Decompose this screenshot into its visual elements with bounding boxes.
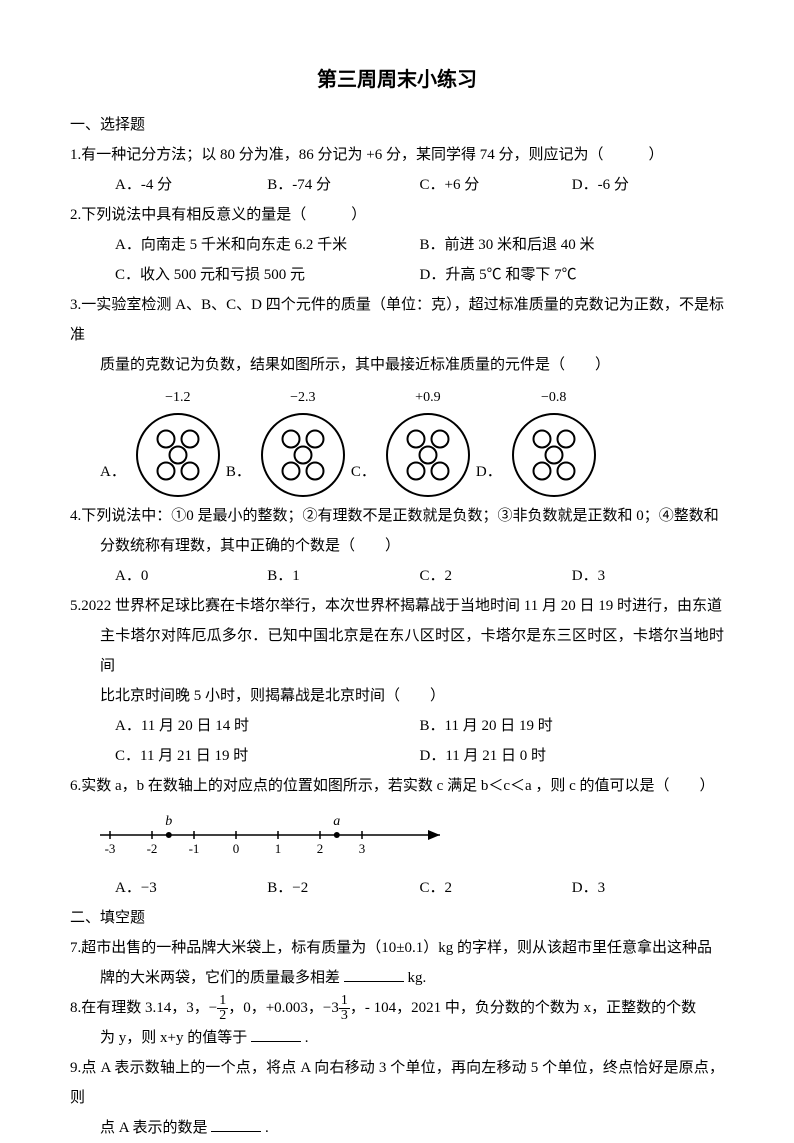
q5-opt-a: A．11 月 20 日 14 时 (115, 711, 420, 741)
q3-dice-b: −2.3 (261, 384, 345, 497)
section-1-heading: 一、选择题 (70, 110, 724, 140)
svg-text:-1: -1 (189, 841, 200, 856)
svg-text:-2: -2 (147, 841, 158, 856)
q3-line1: 3.一实验室检测 A、B、C、D 四个元件的质量（单位：克），超过标准质量的克数… (70, 290, 724, 350)
q2-options-row2: C．收入 500 元和亏损 500 元 D．升高 5℃ 和零下 7℃ (70, 260, 724, 290)
q1-text: 1.有一种记分方法；以 80 分为准，86 分记为 +6 分，某同学得 74 分… (70, 140, 724, 170)
q6-opt-a: A．−3 (115, 873, 267, 903)
q5-opt-b: B．11 月 20 日 19 时 (420, 711, 553, 741)
q8-line2: 为 y，则 x+y 的值等于 . (70, 1023, 724, 1053)
section-2-heading: 二、填空题 (70, 903, 724, 933)
q4-opt-c: C．2 (420, 561, 572, 591)
q1-opt-d: D．-6 分 (572, 170, 724, 200)
q7-blank (344, 965, 404, 983)
q9-blank (211, 1115, 261, 1133)
q6-options: A．−3 B．−2 C．2 D．3 (70, 873, 724, 903)
q5-opt-d: D．11 月 21 日 0 时 (420, 741, 547, 771)
q4-options: A．0 B．1 C．2 D．3 (70, 561, 724, 591)
q5-line3: 比北京时间晚 5 小时，则揭幕战是北京时间（ ） (70, 681, 724, 711)
q4-line2: 分数统称有理数，其中正确的个数是（ ） (70, 531, 724, 561)
svg-text:1: 1 (275, 841, 282, 856)
q5-options-row2: C．11 月 21 日 19 时 D．11 月 21 日 0 时 (70, 741, 724, 771)
q5-opt-c: C．11 月 21 日 19 时 (115, 741, 420, 771)
q6-opt-c: C．2 (420, 873, 572, 903)
q3-figure: A． −1.2 B． −2.3 C． +0.9 D． −0.8 (70, 384, 724, 497)
q1-opt-a: A．-4 分 (115, 170, 267, 200)
q8-blank (251, 1025, 301, 1043)
page-title: 第三周周末小练习 (70, 60, 724, 100)
q2-options-row1: A．向南走 5 千米和向东走 6.2 千米 B．前进 30 米和后退 40 米 (70, 230, 724, 260)
q2-opt-d: D．升高 5℃ 和零下 7℃ (420, 260, 577, 290)
q3-dice-a: −1.2 (136, 384, 220, 497)
q9-line1: 9.点 A 表示数轴上的一个点，将点 A 向右移动 3 个单位，再向左移动 5 … (70, 1053, 724, 1113)
q2-opt-c: C．收入 500 元和亏损 500 元 (115, 260, 420, 290)
q2-opt-b: B．前进 30 米和后退 40 米 (420, 230, 595, 260)
q6-text: 6.实数 a，b 在数轴上的对应点的位置如图所示，若实数 c 满足 b＜c＜a … (70, 771, 724, 801)
q7-line1: 7.超市出售的一种品牌大米袋上，标有质量为（10±0.1）kg 的字样，则从该超… (70, 933, 724, 963)
q4-line1: 4.下列说法中：①0 是最小的整数；②有理数不是正数就是负数；③非负数就是正数和… (70, 501, 724, 531)
q1-opt-b: B．-74 分 (267, 170, 419, 200)
q8-line1: 8.在有理数 3.14，3，−12，0，+0.003，−313，- 104，20… (70, 993, 724, 1023)
q4-opt-a: A．0 (115, 561, 267, 591)
q5-line2: 主卡塔尔对阵厄瓜多尔．已知中国北京是在东八区时区，卡塔尔是东三区时区，卡塔尔当地… (70, 621, 724, 681)
q6-opt-d: D．3 (572, 873, 724, 903)
svg-text:-3: -3 (105, 841, 116, 856)
q3-line2: 质量的克数记为负数，结果如图所示，其中最接近标准质量的元件是（ ） (70, 350, 724, 380)
q3-dice-c: +0.9 (386, 384, 470, 497)
q6-opt-b: B．−2 (267, 873, 419, 903)
svg-text:3: 3 (359, 841, 366, 856)
q3-dice-d: −0.8 (512, 384, 596, 497)
q3-opt-d-letter: D． (476, 457, 506, 487)
svg-text:0: 0 (233, 841, 240, 856)
q4-opt-d: D．3 (572, 561, 724, 591)
q3-opt-a-letter: A． (100, 457, 130, 487)
q2-opt-a: A．向南走 5 千米和向东走 6.2 千米 (115, 230, 420, 260)
q7-line2: 牌的大米两袋，它们的质量最多相差 kg. (70, 963, 724, 993)
q9-line2: 点 A 表示的数是 . (70, 1113, 724, 1143)
svg-text:a: a (333, 814, 340, 829)
svg-text:2: 2 (317, 841, 324, 856)
q3-opt-b-letter: B． (226, 457, 255, 487)
q5-line1: 5.2022 世界杯足球比赛在卡塔尔举行，本次世界杯揭幕战于当地时间 11 月 … (70, 591, 724, 621)
q4-opt-b: B．1 (267, 561, 419, 591)
q1-options: A．-4 分 B．-74 分 C．+6 分 D．-6 分 (70, 170, 724, 200)
svg-text:b: b (165, 814, 172, 829)
q1-opt-c: C．+6 分 (420, 170, 572, 200)
q6-numberline: -3 -2 -1 0 1 2 3 b a (70, 805, 724, 871)
q2-text: 2.下列说法中具有相反意义的量是（ ） (70, 200, 724, 230)
q5-options-row1: A．11 月 20 日 14 时 B．11 月 20 日 19 时 (70, 711, 724, 741)
q3-opt-c-letter: C． (351, 457, 380, 487)
